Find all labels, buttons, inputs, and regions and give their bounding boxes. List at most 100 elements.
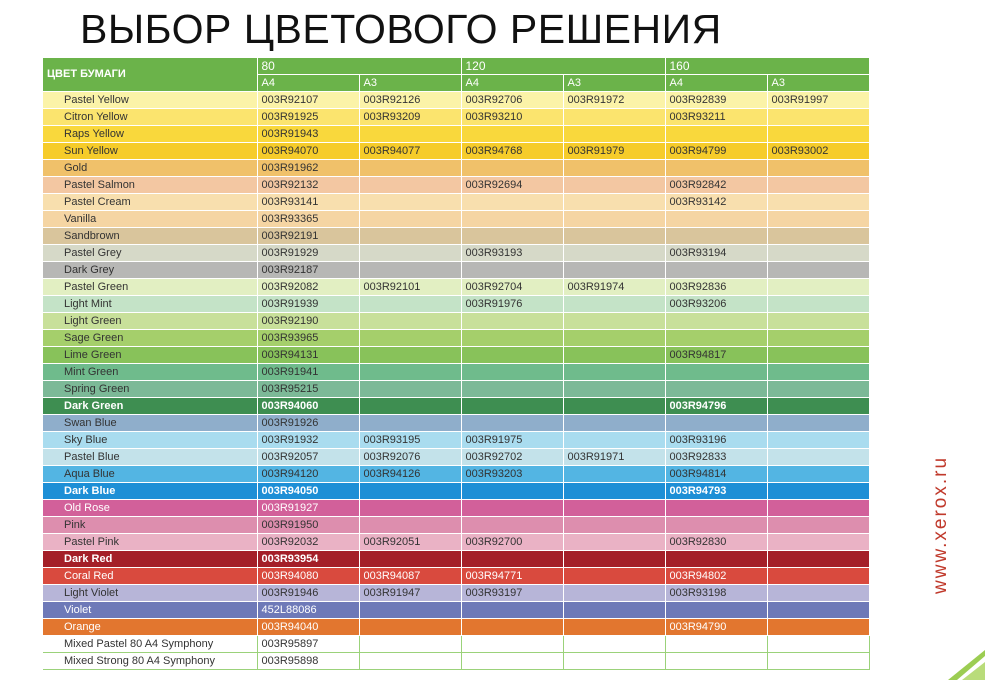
article-code-cell: 003R93206 (665, 295, 768, 313)
article-code-cell (665, 261, 768, 279)
article-code-cell (359, 261, 462, 279)
color-name-cell: Pastel Salmon (43, 176, 258, 194)
table-row: Pastel Cream 003R93141 003R93142 (43, 193, 870, 211)
color-name-cell: Pastel Grey (43, 244, 258, 262)
article-code-cell (767, 431, 870, 449)
article-code-cell (665, 499, 768, 517)
article-code-cell (359, 125, 462, 143)
article-code-cell: 003R95215 (257, 380, 360, 398)
article-code-cell: 003R94817 (665, 346, 768, 364)
article-code-cell (359, 380, 462, 398)
header-weight-120: 120 (461, 58, 666, 75)
article-code-cell (461, 516, 564, 534)
article-code-cell: 003R91939 (257, 295, 360, 313)
table-row: Vanilla 003R93365 (43, 210, 870, 228)
article-code-cell (359, 635, 462, 653)
article-code-cell (359, 550, 462, 568)
article-code-cell (563, 363, 666, 381)
table-row: Dark Blue 003R94050 003R94793 (43, 482, 870, 500)
article-code-cell: 003R92842 (665, 176, 768, 194)
article-code-cell (767, 652, 870, 670)
article-code-cell (563, 482, 666, 500)
header-size: A4 (665, 74, 768, 92)
header-size: A3 (359, 74, 462, 92)
article-code-cell (563, 397, 666, 415)
article-code-cell (563, 312, 666, 330)
article-code-cell: 003R91927 (257, 499, 360, 517)
color-name-cell: Orange (43, 618, 258, 636)
article-code-cell (767, 346, 870, 364)
article-code-cell (359, 397, 462, 415)
article-code-cell (767, 567, 870, 585)
article-code-cell (767, 584, 870, 602)
article-code-cell (665, 652, 768, 670)
color-name-cell: Pastel Green (43, 278, 258, 296)
article-code-cell: 452L88086 (257, 601, 360, 619)
article-code-cell (767, 601, 870, 619)
article-code-cell: 003R91975 (461, 431, 564, 449)
article-code-cell (563, 346, 666, 364)
article-code-cell (461, 397, 564, 415)
article-code-cell (359, 227, 462, 245)
article-code-cell: 003R93211 (665, 108, 768, 126)
article-code-cell: 003R92051 (359, 533, 462, 551)
article-code-cell: 003R93196 (665, 431, 768, 449)
article-code-cell: 003R93195 (359, 431, 462, 449)
article-code-cell: 003R91947 (359, 584, 462, 602)
color-name-cell: Sage Green (43, 329, 258, 347)
table-row: Citron Yellow 003R91925 003R93209 003R93210… (43, 108, 870, 126)
article-code-cell: 003R94771 (461, 567, 564, 585)
article-code-cell: 003R93198 (665, 584, 768, 602)
article-code-cell (563, 567, 666, 585)
article-code-cell (767, 210, 870, 228)
article-code-cell: 003R92839 (665, 91, 768, 109)
article-code-cell (461, 125, 564, 143)
article-code-cell: 003R93002 (767, 142, 870, 160)
article-code-cell: 003R94790 (665, 618, 768, 636)
article-code-cell: 003R92702 (461, 448, 564, 466)
article-code-cell: 003R92706 (461, 91, 564, 109)
article-code-cell (767, 261, 870, 279)
article-code-cell: 003R94126 (359, 465, 462, 483)
color-name-cell: Gold (43, 159, 258, 177)
table-row: Pastel Green 003R92082 003R92101 003R92704 0… (43, 278, 870, 296)
article-code-cell (563, 499, 666, 517)
article-code-cell: 003R92187 (257, 261, 360, 279)
article-code-cell (563, 550, 666, 568)
color-name-cell: Pastel Cream (43, 193, 258, 211)
color-name-cell: Citron Yellow (43, 108, 258, 126)
color-name-cell: Violet (43, 601, 258, 619)
article-code-cell (767, 329, 870, 347)
color-name-cell: Pastel Blue (43, 448, 258, 466)
article-code-cell (767, 193, 870, 211)
header-size: A3 (767, 74, 870, 92)
article-code-cell (359, 244, 462, 262)
article-code-cell (563, 295, 666, 313)
table-row: Mint Green 003R91941 (43, 363, 870, 381)
article-code-cell: 003R92032 (257, 533, 360, 551)
article-code-cell: 003R92101 (359, 278, 462, 296)
article-code-cell (359, 176, 462, 194)
article-code-cell (461, 346, 564, 364)
table-row: Orange 003R94040 003R94790 (43, 618, 870, 636)
header-row-sizes: A4 A3 A4 A3 A4 A3 (43, 74, 870, 92)
color-name-cell: Dark Blue (43, 482, 258, 500)
article-code-cell (359, 601, 462, 619)
color-name-cell: Raps Yellow (43, 125, 258, 143)
article-code-cell: 003R92694 (461, 176, 564, 194)
article-code-cell (563, 176, 666, 194)
article-code-cell (563, 159, 666, 177)
article-code-cell: 003R94768 (461, 142, 564, 160)
article-code-cell: 003R92076 (359, 448, 462, 466)
color-name-cell: Pastel Pink (43, 533, 258, 551)
article-code-cell: 003R94120 (257, 465, 360, 483)
article-code-cell (563, 380, 666, 398)
color-name-cell: Light Mint (43, 295, 258, 313)
header-row-weights: ЦВЕТ БУМАГИ 80 120 160 (43, 58, 870, 92)
table-row: Violet 452L88086 (43, 601, 870, 619)
article-code-cell (461, 618, 564, 636)
table-row: Mixed Strong 80 A4 Symphony 003R95898 (43, 652, 870, 670)
table-row: Lime Green 003R94131 003R94817 (43, 346, 870, 364)
article-code-cell (563, 465, 666, 483)
table-row: Coral Red 003R94080 003R94087 003R94771 003R… (43, 567, 870, 585)
